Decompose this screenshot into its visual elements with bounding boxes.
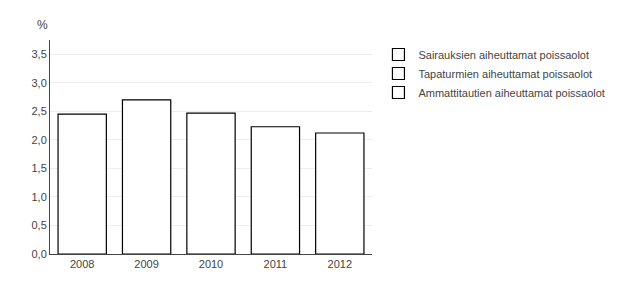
svg-text:3,0: 3,0 xyxy=(32,77,47,89)
svg-text:2012: 2012 xyxy=(328,258,352,270)
svg-text:0,5: 0,5 xyxy=(32,219,47,231)
svg-text:1,5: 1,5 xyxy=(32,162,47,174)
svg-text:2008: 2008 xyxy=(70,258,94,270)
svg-text:%: % xyxy=(37,18,48,32)
svg-text:2009: 2009 xyxy=(134,258,158,270)
svg-text:3,5: 3,5 xyxy=(32,48,47,60)
svg-text:1,0: 1,0 xyxy=(32,191,47,203)
svg-text:2010: 2010 xyxy=(199,258,223,270)
svg-text:2,5: 2,5 xyxy=(32,105,47,117)
svg-text:2,0: 2,0 xyxy=(32,134,47,146)
svg-text:Tapaturmien aiheuttamat poissa: Tapaturmien aiheuttamat poissaolot xyxy=(418,68,592,80)
svg-text:Sairauksien aiheuttamat poissa: Sairauksien aiheuttamat poissaolot xyxy=(418,49,589,61)
svg-text:2011: 2011 xyxy=(264,258,288,270)
svg-text:0,0: 0,0 xyxy=(32,248,47,260)
svg-text:Ammattitautien aiheuttamat poi: Ammattitautien aiheuttamat poissaolot xyxy=(418,87,605,99)
